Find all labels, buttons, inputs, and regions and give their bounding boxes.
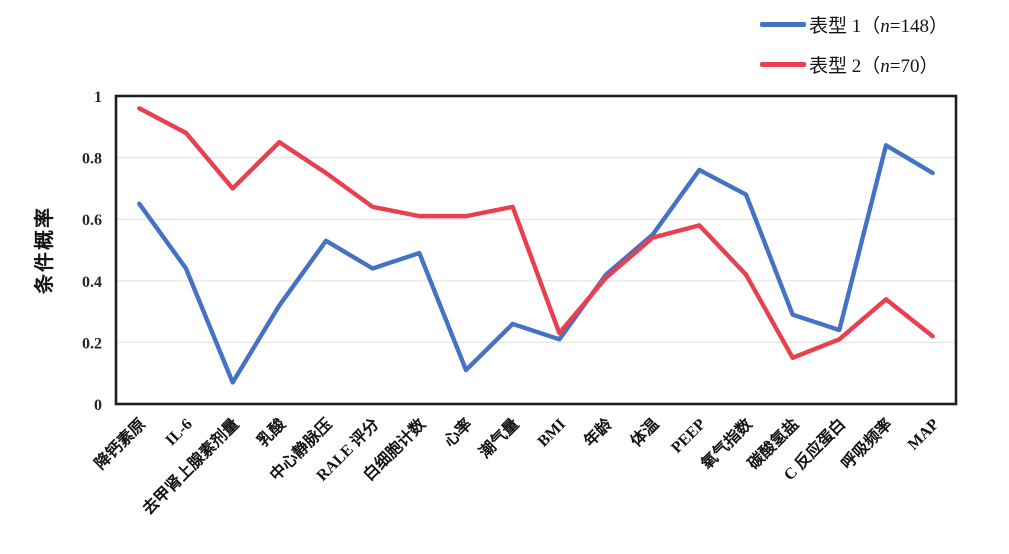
gridlines-layer (117, 157, 955, 343)
x-category-label: IL-6 (162, 416, 195, 449)
x-category-label: 年龄 (580, 414, 617, 451)
x-category-label: BMI (535, 416, 570, 451)
y-tick-label: 1 (94, 89, 102, 106)
y-tick-label: 0.6 (82, 212, 102, 229)
legend-line-swatch (760, 62, 806, 67)
series-line-phenotype-1 (137, 143, 935, 385)
x-category-label: 呼吸频率 (837, 414, 896, 473)
legend-item-phenotype-2: 表型 2（n=70） (760, 52, 948, 77)
series-lines-layer (137, 106, 935, 385)
x-category-label: PEEP (668, 416, 709, 457)
legend-item-phenotype-1: 表型 1（n=148） (760, 12, 948, 37)
y-tick-label: 0.4 (82, 274, 102, 291)
x-category-label: 体温 (626, 414, 662, 450)
y-tick-label: 0 (94, 397, 102, 414)
plot-border (114, 94, 958, 406)
series-line-phenotype-2 (137, 106, 935, 360)
x-category-label: 降钙素原 (90, 414, 149, 473)
x-category-label: 心率 (440, 414, 476, 450)
legend-line-swatch (760, 22, 806, 27)
y-tick-label: 0.2 (82, 335, 102, 352)
x-category-label: MAP (905, 416, 943, 454)
x-category-label: 氧气指数 (696, 414, 756, 474)
legend: 表型 1（n=148） 表型 2（n=70） (760, 12, 948, 77)
legend-item-label: 表型 1（n=148） (809, 16, 948, 37)
y-axis-ticks: 0 0.2 0.4 0.6 0.8 1 (82, 89, 102, 414)
x-category-label: 乳酸 (253, 414, 290, 451)
x-category-label: 潮气量 (475, 414, 522, 461)
y-axis-title: 条件概率 (32, 206, 56, 294)
legend-item-label: 表型 2（n=70） (809, 56, 939, 77)
y-tick-label: 0.8 (82, 151, 102, 168)
